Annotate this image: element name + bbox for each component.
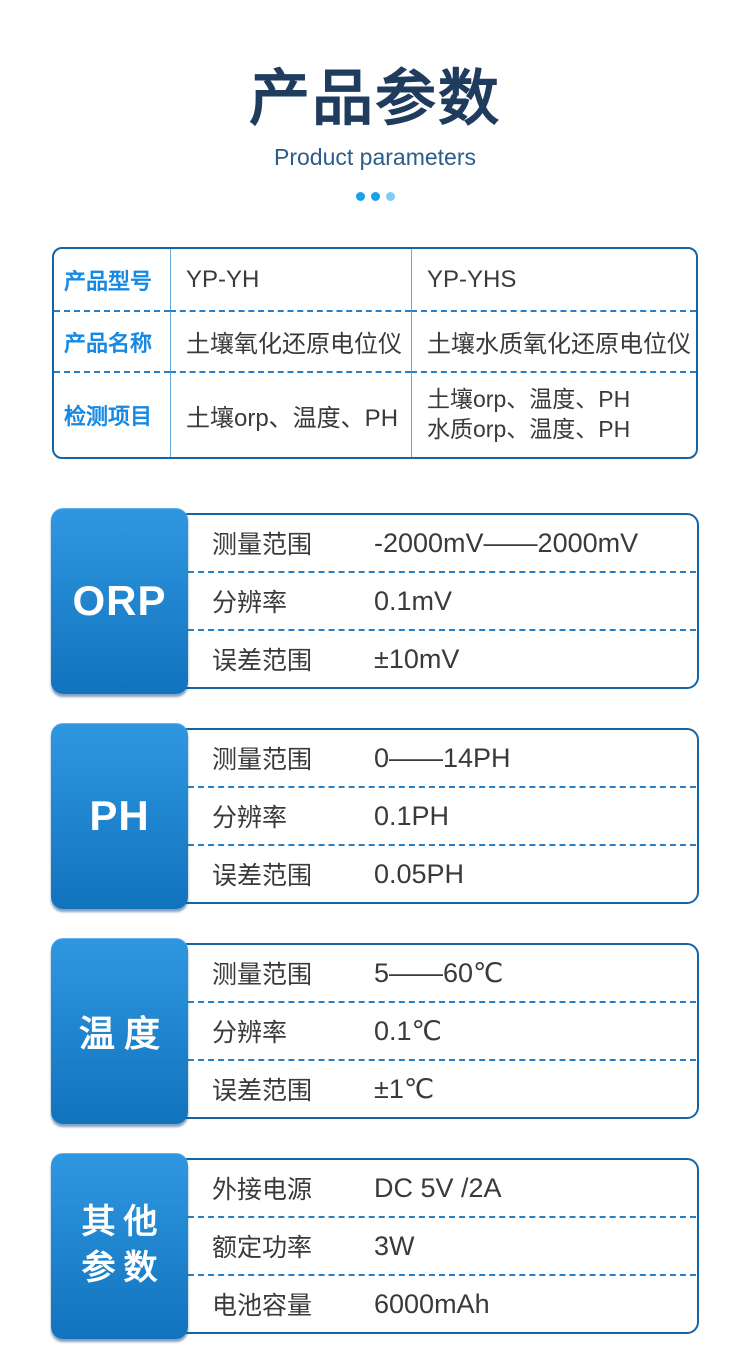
param-row: 分辨率 0.1℃ bbox=[188, 1001, 696, 1059]
param-value: 0——14PH bbox=[374, 742, 511, 773]
section-other-params-tab-line2: 参数 bbox=[81, 1249, 166, 1287]
param-row: 测量范围 5——60℃ bbox=[188, 945, 696, 1001]
spec-cell-name-ypyh: 土壤氧化还原电位仪 bbox=[170, 310, 411, 371]
param-label: 电池容量 bbox=[212, 1292, 313, 1320]
spec-cell-items-ypyh: 土壤orp、温度、PH bbox=[170, 371, 411, 457]
param-row: 分辨率 0.1mV bbox=[188, 571, 696, 629]
param-label: 误差范围 bbox=[212, 647, 313, 675]
spec-cell-items-ypyhs: 土壤orp、温度、PH 水质orp、温度、PH bbox=[411, 371, 696, 457]
param-label: 测量范围 bbox=[212, 531, 313, 559]
param-value: 0.1mV bbox=[374, 585, 453, 616]
spec-cell-model-ypyh: YP-YH bbox=[170, 249, 411, 310]
section-orp-tab-label: ORP bbox=[72, 577, 167, 624]
section-orp-rows: 测量范围 -2000mV——2000mV 分辨率 0.1mV 误差范围 ±10m… bbox=[188, 515, 696, 687]
section-ph-tab-label: PH bbox=[89, 792, 150, 839]
param-row: 误差范围 ±10mV bbox=[188, 629, 696, 687]
section-orp-tab: ORP bbox=[51, 508, 188, 694]
param-row: 测量范围 -2000mV——2000mV bbox=[188, 515, 696, 571]
spec-items-line2: 水质orp、温度、PH bbox=[427, 416, 631, 442]
spec-cell-model-ypyhs: YP-YHS bbox=[411, 249, 696, 310]
section-temperature-rows: 测量范围 5——60℃ 分辨率 0.1℃ 误差范围 ±1℃ bbox=[188, 945, 696, 1117]
param-value: 3W bbox=[374, 1230, 415, 1261]
dot-icon bbox=[370, 192, 380, 202]
param-value: 0.05PH bbox=[374, 858, 465, 889]
spec-row-label-name: 产品名称 bbox=[54, 310, 170, 371]
param-row: 误差范围 ±1℃ bbox=[188, 1059, 696, 1117]
section-other-params-rows: 外接电源 DC 5V /2A 额定功率 3W 电池容量 6000mAh bbox=[188, 1160, 696, 1332]
header: 产品参数 Product parameters bbox=[0, 0, 750, 202]
section-temperature: 温度 测量范围 5——60℃ 分辨率 0.1℃ 误差范围 ±1℃ bbox=[51, 938, 699, 1124]
spec-cell-name-ypyhs: 土壤水质氧化还原电位仪 bbox=[411, 310, 696, 371]
param-row: 误差范围 0.05PH bbox=[188, 844, 696, 902]
param-value: 0.1PH bbox=[374, 800, 450, 831]
section-ph-rows: 测量范围 0——14PH 分辨率 0.1PH 误差范围 0.05PH bbox=[188, 730, 696, 902]
param-label: 分辨率 bbox=[212, 804, 288, 832]
param-value: ±1℃ bbox=[374, 1073, 435, 1104]
page-title: 产品参数 bbox=[248, 64, 501, 132]
param-value: 0.1℃ bbox=[374, 1015, 442, 1046]
page-subtitle: Product parameters bbox=[274, 144, 476, 171]
param-value: ±10mV bbox=[374, 643, 460, 674]
param-label: 测量范围 bbox=[212, 961, 313, 989]
param-row: 分辨率 0.1PH bbox=[188, 786, 696, 844]
section-other-params-tab: 其他 参数 bbox=[51, 1153, 188, 1339]
param-value: 5——60℃ bbox=[374, 957, 504, 988]
section-other-params-tab-line1: 其他 bbox=[81, 1203, 166, 1242]
dot-icon bbox=[355, 192, 365, 202]
param-row: 测量范围 0——14PH bbox=[188, 730, 696, 786]
spec-row-label-items: 检测项目 bbox=[54, 371, 170, 457]
section-temperature-tab: 温度 bbox=[51, 938, 188, 1124]
section-orp: ORP 测量范围 -2000mV——2000mV 分辨率 0.1mV 误差范围 … bbox=[51, 508, 699, 694]
spec-row-label-model: 产品型号 bbox=[64, 268, 153, 294]
param-label: 测量范围 bbox=[212, 746, 313, 774]
product-spec-table: 产品型号 YP-YH YP-YHS 产品名称 土壤氧化还原电位仪 土壤水质氧化还… bbox=[52, 247, 698, 459]
param-value: 6000mAh bbox=[374, 1288, 490, 1319]
param-row: 外接电源 DC 5V /2A bbox=[188, 1160, 696, 1216]
param-label: 分辨率 bbox=[212, 1019, 288, 1047]
param-label: 外接电源 bbox=[212, 1176, 313, 1204]
spec-items-line1: 土壤orp、温度、PH bbox=[427, 386, 631, 413]
param-row: 额定功率 3W bbox=[188, 1216, 696, 1274]
param-value: -2000mV——2000mV bbox=[374, 527, 639, 558]
param-label: 误差范围 bbox=[212, 1077, 313, 1105]
decorative-dots bbox=[0, 192, 750, 202]
param-row: 电池容量 6000mAh bbox=[188, 1274, 696, 1332]
section-ph: PH 测量范围 0——14PH 分辨率 0.1PH 误差范围 0.05PH bbox=[51, 723, 699, 909]
section-temperature-tab-label: 温度 bbox=[78, 1013, 169, 1054]
param-value: DC 5V /2A bbox=[374, 1172, 502, 1203]
section-other-params: 其他 参数 外接电源 DC 5V /2A 额定功率 3W 电池容量 6000mA… bbox=[51, 1153, 699, 1339]
param-label: 误差范围 bbox=[212, 862, 313, 890]
param-label: 分辨率 bbox=[212, 589, 288, 617]
param-label: 额定功率 bbox=[212, 1234, 313, 1262]
section-ph-tab: PH bbox=[51, 723, 188, 909]
dot-icon bbox=[385, 192, 395, 202]
